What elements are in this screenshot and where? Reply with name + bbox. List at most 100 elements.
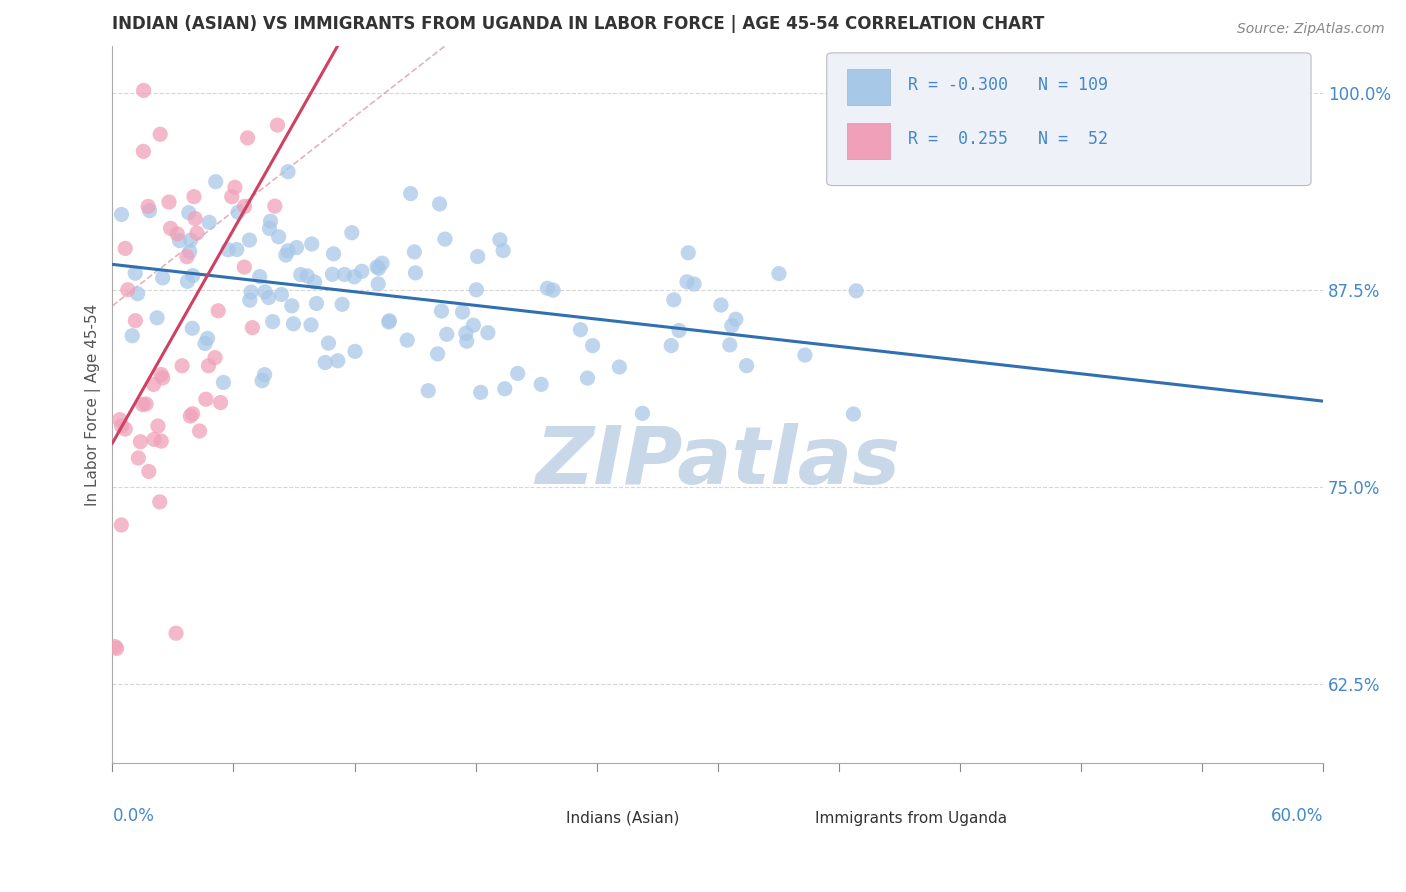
Point bbox=[659, 338, 682, 352]
Point bbox=[259, 214, 281, 228]
Point bbox=[454, 326, 477, 341]
Point bbox=[318, 336, 340, 351]
Point bbox=[146, 419, 169, 434]
Text: Indians (Asian): Indians (Asian) bbox=[567, 811, 681, 826]
Point bbox=[536, 281, 558, 295]
Point bbox=[176, 250, 198, 264]
Point bbox=[404, 244, 426, 259]
Point bbox=[259, 221, 281, 235]
Point bbox=[198, 215, 221, 229]
Text: 0.0%: 0.0% bbox=[112, 807, 155, 825]
Point bbox=[794, 348, 817, 362]
Point bbox=[436, 327, 458, 342]
Point bbox=[434, 232, 457, 246]
Point bbox=[569, 323, 592, 337]
Point bbox=[270, 287, 292, 301]
Point bbox=[371, 256, 394, 270]
Point bbox=[724, 312, 747, 326]
Point bbox=[209, 395, 232, 409]
Point bbox=[321, 267, 343, 281]
Point bbox=[326, 353, 349, 368]
Point bbox=[277, 164, 299, 178]
Point bbox=[735, 359, 758, 373]
Point bbox=[609, 359, 631, 374]
Point bbox=[138, 465, 160, 479]
Point bbox=[676, 275, 699, 289]
Point bbox=[845, 284, 868, 298]
Point bbox=[149, 127, 172, 141]
Point bbox=[429, 197, 451, 211]
Point bbox=[169, 234, 191, 248]
Point bbox=[678, 245, 700, 260]
Point bbox=[343, 269, 366, 284]
Point bbox=[366, 260, 388, 274]
Point bbox=[285, 241, 308, 255]
Point bbox=[224, 180, 246, 194]
Point bbox=[225, 243, 247, 257]
Point bbox=[240, 320, 263, 334]
Point bbox=[132, 83, 155, 97]
Point bbox=[238, 233, 260, 247]
Point bbox=[194, 392, 217, 407]
Point bbox=[179, 244, 201, 259]
Point bbox=[399, 186, 422, 201]
Text: R =  0.255   N =  52: R = 0.255 N = 52 bbox=[908, 130, 1108, 148]
Point bbox=[157, 194, 180, 209]
Point bbox=[226, 205, 249, 219]
Point bbox=[117, 283, 139, 297]
Point bbox=[105, 641, 128, 656]
Point bbox=[576, 371, 599, 385]
Point bbox=[150, 368, 173, 382]
Point bbox=[581, 338, 603, 352]
Point bbox=[249, 269, 271, 284]
Point bbox=[262, 315, 284, 329]
Point bbox=[467, 250, 489, 264]
Point bbox=[451, 305, 474, 319]
Point bbox=[322, 247, 344, 261]
Text: Immigrants from Uganda: Immigrants from Uganda bbox=[814, 811, 1007, 826]
Point bbox=[143, 433, 166, 447]
Point bbox=[176, 274, 198, 288]
Point bbox=[842, 407, 865, 421]
Point bbox=[283, 317, 305, 331]
Point bbox=[494, 382, 516, 396]
Point bbox=[430, 304, 453, 318]
Point bbox=[683, 277, 706, 291]
Point bbox=[530, 377, 553, 392]
Point bbox=[165, 626, 187, 640]
Point bbox=[159, 221, 181, 235]
Point bbox=[277, 244, 299, 258]
Point bbox=[378, 315, 401, 329]
FancyBboxPatch shape bbox=[848, 123, 890, 159]
Point bbox=[367, 261, 389, 276]
Point bbox=[304, 275, 326, 289]
Y-axis label: In Labor Force | Age 45-54: In Labor Force | Age 45-54 bbox=[86, 303, 101, 506]
Point bbox=[281, 299, 304, 313]
Point bbox=[152, 371, 174, 385]
Point bbox=[350, 264, 373, 278]
Point bbox=[207, 303, 229, 318]
Point bbox=[668, 324, 690, 338]
Point bbox=[181, 321, 204, 335]
Point bbox=[297, 268, 319, 283]
Point bbox=[179, 409, 201, 423]
Point bbox=[221, 190, 243, 204]
Point bbox=[110, 518, 132, 533]
Point bbox=[127, 450, 149, 465]
Point bbox=[170, 359, 193, 373]
Point bbox=[290, 268, 312, 282]
Point bbox=[477, 326, 499, 340]
Point bbox=[204, 175, 226, 189]
Point bbox=[239, 293, 262, 308]
Point bbox=[184, 211, 207, 226]
Point bbox=[299, 318, 322, 332]
Point bbox=[253, 368, 276, 382]
Point bbox=[631, 406, 654, 420]
Point bbox=[132, 398, 155, 412]
Point bbox=[418, 384, 440, 398]
Point bbox=[129, 434, 152, 449]
Point bbox=[179, 5, 201, 20]
Point bbox=[396, 333, 419, 347]
Text: 60.0%: 60.0% bbox=[1271, 807, 1323, 825]
Point bbox=[197, 331, 219, 345]
